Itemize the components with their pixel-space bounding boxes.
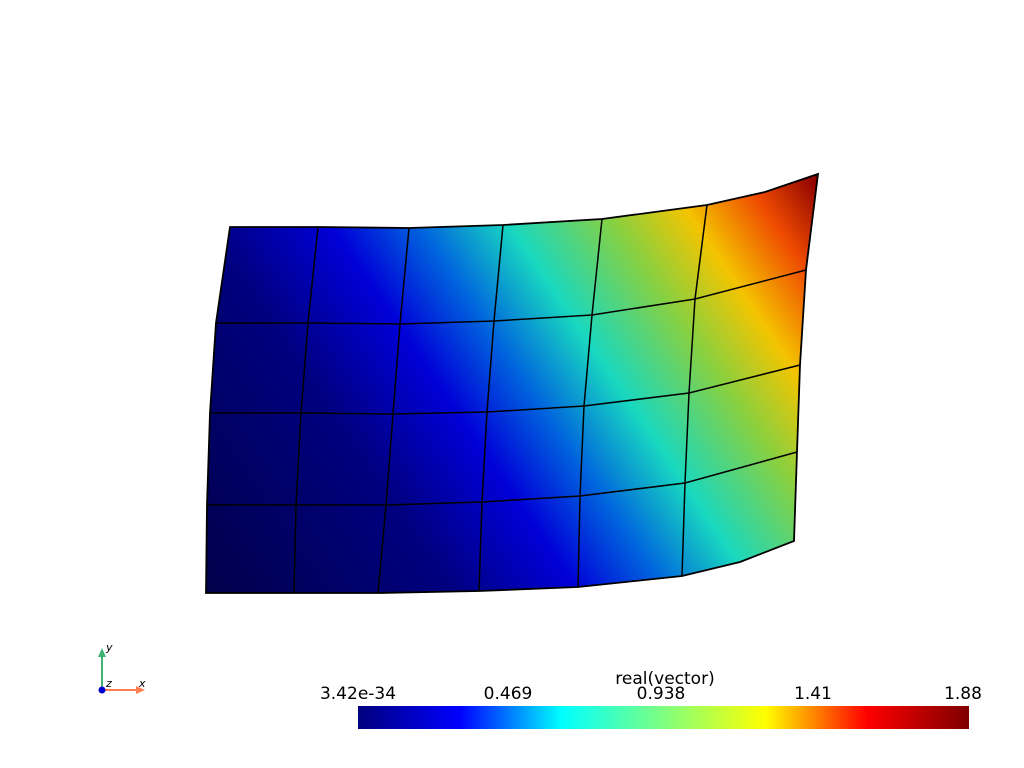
scalar-bar-tick-1: 0.469 (483, 684, 533, 704)
mesh-outline (205, 172, 820, 594)
mesh-surface (206, 174, 818, 593)
x-axis-arrowhead (136, 686, 145, 694)
y-axis-arrowhead (98, 648, 106, 657)
mesh-col-line (478, 224, 504, 592)
mesh-col-line (377, 227, 410, 594)
scalar-bar-tick-max: 1.88 (944, 684, 982, 704)
mesh-grid-lines (205, 172, 820, 594)
z-axis-label: z (105, 677, 112, 690)
y-axis-label: y (105, 641, 113, 654)
scalar-bar-tick-min: 3.42e-34 (319, 684, 397, 704)
scalar-bar-tick-3: 1.41 (794, 684, 832, 704)
scalar-bar-colorbar (358, 706, 969, 729)
orientation-axes: y z x (98, 641, 146, 694)
z-axis-origin-dot (98, 686, 106, 694)
x-axis-label: x (138, 677, 146, 690)
mesh-col-line (681, 204, 708, 577)
mesh-col-line (577, 218, 603, 588)
scalar-bar-title: real(vector) (615, 669, 715, 689)
mesh-col-line (293, 226, 319, 594)
scalar-bar-tick-2: 0.938 (636, 684, 686, 704)
